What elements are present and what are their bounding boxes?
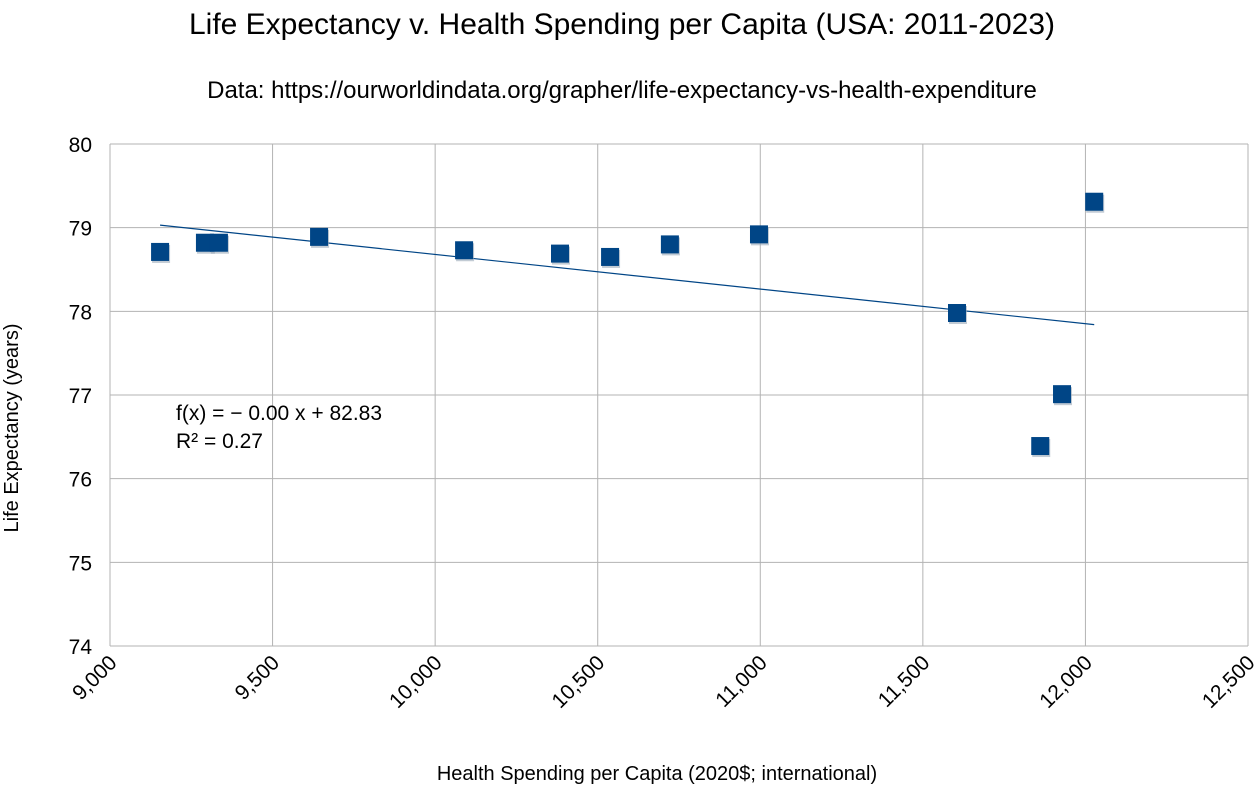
y-tick-label: 77 [69, 385, 92, 408]
y-tick-label: 74 [69, 636, 93, 659]
data-points [151, 192, 1105, 458]
data-point [455, 241, 474, 260]
y-tick-label: 78 [69, 301, 92, 324]
y-tick-label: 76 [69, 469, 92, 492]
data-point [1031, 437, 1050, 456]
trend-equation: f(x) = − 0.00 x + 82.83 [176, 402, 382, 425]
x-tick-label: 10,000 [385, 651, 447, 713]
x-tick-label: 11,500 [874, 651, 935, 712]
x-tick-label: 9,500 [231, 651, 284, 704]
x-tick-label: 10,500 [548, 651, 610, 713]
x-tick-label: 12,500 [1198, 651, 1256, 713]
x-tick-label: 11,000 [711, 651, 772, 712]
data-point [601, 247, 620, 266]
data-point [660, 235, 679, 254]
y-tick-label: 75 [69, 552, 92, 575]
data-point [749, 225, 768, 244]
chart-subtitle: Data: https://ourworldindata.org/grapher… [207, 77, 1037, 104]
data-point [151, 242, 170, 261]
y-tick-label: 79 [69, 218, 92, 241]
data-point [1053, 385, 1072, 404]
x-tick-label: 9,000 [68, 651, 121, 704]
gridlines [109, 143, 1249, 647]
data-point [209, 233, 228, 252]
data-point [310, 227, 329, 246]
x-tick-label: 12,000 [1035, 651, 1097, 713]
y-axis-label: Life Expectancy (years) [1, 324, 23, 533]
y-axis-ticks: 74 75 76 77 78 79 80 [69, 134, 93, 659]
chart-title: Life Expectancy v. Health Spending per C… [189, 8, 1055, 41]
data-point [550, 244, 569, 263]
x-axis-ticks: 9,000 9,500 10,000 10,500 11,000 11,500 12,000… [68, 651, 1256, 713]
data-point [1085, 192, 1104, 211]
trend-r-squared: R² = 0.27 [176, 430, 263, 453]
y-tick-label: 80 [69, 134, 92, 157]
data-point [947, 304, 966, 323]
data-point [195, 233, 214, 252]
x-axis-label: Health Spending per Capita (2020$; inter… [437, 763, 877, 785]
